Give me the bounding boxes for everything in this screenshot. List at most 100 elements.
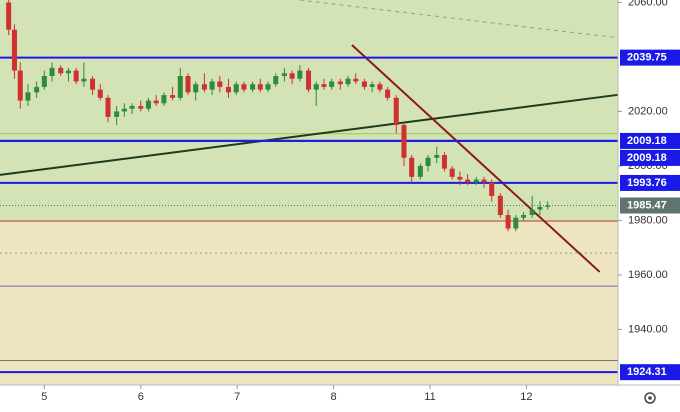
candle-body [6, 2, 12, 30]
candle-body [273, 76, 279, 85]
candle-body [114, 111, 120, 117]
zone [0, 0, 618, 221]
candle-body [209, 81, 215, 90]
candle-body [225, 86, 231, 93]
candle-body [545, 205, 551, 207]
level-label: 2009.18 [627, 135, 667, 147]
candle-body [257, 84, 263, 90]
candle-body [90, 78, 96, 90]
candle-body [49, 67, 55, 77]
candle-body [97, 89, 103, 98]
trendline [351, 44, 601, 273]
level-label-box [620, 132, 680, 149]
candle-body [537, 206, 543, 210]
candle-body [177, 76, 183, 98]
zone [0, 220, 618, 385]
candle-body [481, 179, 487, 183]
x-tick-label: 12 [520, 391, 532, 403]
candle-body [265, 84, 271, 90]
candle-body [449, 168, 455, 177]
candle-body [345, 78, 351, 85]
candle-body [306, 70, 312, 90]
candle-body [337, 81, 343, 85]
candle-body [17, 70, 23, 101]
candle-body [121, 108, 127, 112]
candle-body [34, 86, 40, 93]
candle-body [353, 78, 359, 82]
candle-body [105, 97, 111, 117]
level-label: 2039.75 [627, 52, 667, 64]
plot-area [0, 0, 619, 385]
candle-body [170, 95, 176, 98]
candle-body [281, 73, 287, 77]
trendline [299, 0, 619, 39]
candle-body [465, 179, 471, 183]
candle-body [329, 81, 335, 87]
settings-gear[interactable] [644, 392, 656, 404]
settings-icon[interactable] [644, 392, 656, 404]
x-tick-label: 7 [234, 391, 240, 403]
candle-body [409, 157, 415, 177]
candle-body [58, 67, 64, 74]
candle-body [41, 76, 47, 87]
level-label: 2009.18 [627, 152, 667, 164]
level-label-box [620, 197, 680, 214]
candle-body [250, 84, 256, 90]
y-tick-label: 1960.00 [628, 269, 668, 281]
candle-body [377, 84, 383, 90]
y-tick-label: 2060.00 [628, 0, 668, 8]
candle-body [11, 29, 17, 71]
level-label: 1924.31 [627, 366, 667, 378]
candle-body [129, 105, 135, 109]
candle-body [417, 165, 423, 177]
candle-body [153, 100, 159, 104]
candle-body [217, 81, 223, 87]
level-label-box [620, 174, 680, 191]
candle-body [385, 89, 391, 98]
level-label-box [620, 364, 680, 381]
candle-body [185, 76, 191, 93]
candle-body [145, 100, 151, 109]
candle-body [193, 84, 199, 93]
candle-body [25, 92, 31, 101]
candle-body [233, 84, 239, 93]
candle-body [161, 95, 167, 104]
candle-body [73, 70, 79, 82]
candle-body [297, 70, 303, 79]
level-label: 1985.47 [627, 199, 667, 211]
candle-body [441, 155, 447, 169]
candle-body [321, 84, 327, 87]
candle-body [393, 97, 399, 126]
candle-body [401, 125, 407, 158]
candle-body [313, 84, 319, 90]
y-tick-label: 1980.00 [628, 214, 668, 226]
trendline [0, 93, 619, 176]
candle-body [361, 81, 367, 87]
y-tick-label: 2020.00 [628, 105, 668, 117]
candle-body [457, 176, 463, 180]
candle-body [513, 217, 519, 229]
candle-body [369, 84, 375, 87]
candle-body [65, 70, 71, 74]
level-label-box [620, 49, 680, 66]
level-label: 1993.76 [627, 177, 667, 189]
candle-body [241, 84, 247, 90]
candle-body [521, 214, 527, 218]
candle-body [81, 78, 87, 82]
candle-body [425, 157, 431, 166]
candle-body [434, 155, 440, 158]
x-tick-label: 6 [138, 391, 144, 403]
candle-body [201, 84, 207, 90]
candle-body [529, 209, 535, 215]
candle-body [138, 105, 144, 109]
settings-gear-center[interactable] [648, 396, 652, 400]
x-tick-label: 11 [424, 391, 435, 403]
candle-body [505, 214, 511, 229]
x-tick-label: 8 [331, 391, 337, 403]
candle-body [473, 179, 479, 183]
level-label-box [620, 149, 680, 166]
candle-body [289, 73, 295, 79]
y-tick-label: 1940.00 [628, 323, 668, 335]
